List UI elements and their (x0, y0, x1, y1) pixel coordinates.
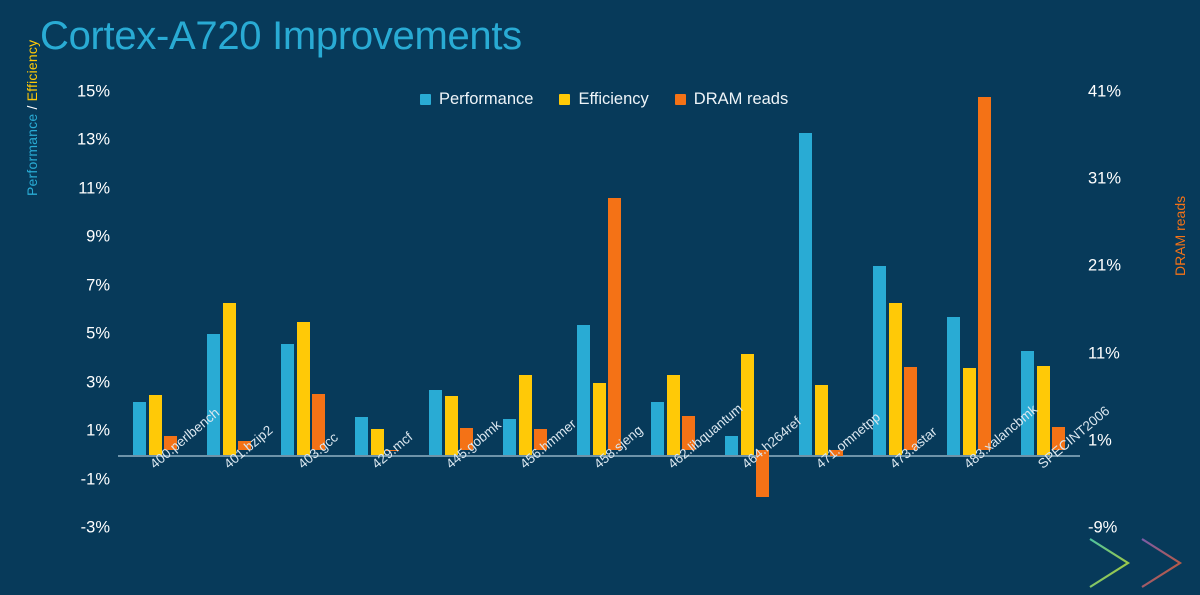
legend-item-performance[interactable]: Performance (420, 90, 533, 109)
right-axis-tick: 41% (1088, 82, 1122, 101)
bar-group (488, 92, 562, 528)
bar-efficiency[interactable] (740, 353, 754, 456)
bar-efficiency[interactable] (148, 394, 162, 456)
bar-group (266, 92, 340, 528)
bar-efficiency[interactable] (222, 302, 236, 456)
bar-dram-reads[interactable] (682, 416, 695, 450)
left-axis-title-efficiency: Efficiency (24, 39, 40, 102)
bar-efficiency[interactable] (666, 375, 680, 456)
bar-dram-reads[interactable] (164, 435, 177, 450)
left-axis-title-performance: Performance (24, 113, 40, 196)
bar-efficiency[interactable] (370, 428, 384, 456)
right-axis-tick: 31% (1088, 169, 1122, 188)
legend-swatch-dram-reads (674, 94, 686, 105)
bar-group (192, 92, 266, 528)
bar-group (784, 92, 858, 528)
bar-performance[interactable] (1021, 351, 1034, 456)
bar-group (562, 92, 636, 528)
bar-efficiency[interactable] (814, 385, 828, 456)
right-axis-title: DRAM reads (1172, 195, 1188, 276)
left-axis-title: Performance / Efficiency (24, 0, 40, 196)
bar-group (858, 92, 932, 528)
legend-swatch-efficiency (559, 94, 571, 105)
zero-baseline (118, 455, 1080, 457)
left-axis-tick: 13% (76, 130, 110, 149)
left-axis-tick: 11% (78, 179, 110, 198)
bar-efficiency[interactable] (1036, 365, 1050, 456)
left-axis-tick: 5% (86, 324, 110, 343)
bar-group (1006, 92, 1080, 528)
left-axis-tick: -1% (80, 470, 110, 489)
left-axis-tick: -3% (80, 518, 110, 537)
bar-performance[interactable] (651, 402, 664, 456)
bar-group (636, 92, 710, 528)
bar-performance[interactable] (799, 133, 812, 456)
bar-efficiency[interactable] (444, 395, 458, 456)
bar-performance[interactable] (577, 324, 590, 456)
bar-dram-reads[interactable] (1052, 426, 1065, 450)
legend-item-dram-reads[interactable]: DRAM reads (674, 90, 789, 109)
bar-group (932, 92, 1006, 528)
left-axis-title-separator: / (24, 101, 40, 114)
right-axis-ticks: 41% 31% 21% 11% 1% -9% (1088, 83, 1148, 537)
bar-dram-reads[interactable] (386, 449, 399, 451)
legend-swatch-performance (420, 94, 431, 105)
right-axis-tick: -9% (1088, 518, 1118, 537)
bar-efficiency[interactable] (888, 302, 902, 456)
right-axis-tick: 11% (1088, 344, 1120, 363)
bar-performance[interactable] (429, 389, 442, 456)
left-axis-tick: 3% (86, 373, 110, 392)
bar-dram-reads[interactable] (312, 393, 325, 450)
bar-dram-reads[interactable] (460, 427, 473, 450)
right-axis-tick: 1% (1088, 431, 1112, 450)
bar-dram-reads[interactable] (608, 198, 621, 450)
bar-performance[interactable] (873, 266, 886, 456)
bar-dram-reads[interactable] (756, 449, 769, 497)
left-axis-tick: 7% (86, 276, 110, 295)
left-axis-tick: 15% (76, 82, 110, 101)
legend-label-efficiency: Efficiency (578, 90, 649, 108)
bar-efficiency[interactable] (296, 322, 310, 456)
bar-dram-reads[interactable] (904, 366, 917, 450)
bar-performance[interactable] (725, 435, 738, 456)
right-axis-tick: 21% (1088, 256, 1122, 275)
left-axis-tick: 1% (86, 421, 110, 440)
page-title: Cortex-A720 Improvements (40, 14, 522, 58)
chevron-decoration-icon (1089, 538, 1183, 588)
bar-dram-reads[interactable] (534, 429, 547, 450)
bar-dram-reads[interactable] (238, 440, 251, 450)
legend-item-efficiency[interactable]: Efficiency (559, 90, 649, 109)
bar-performance[interactable] (207, 334, 220, 456)
bar-performance[interactable] (281, 343, 294, 456)
left-axis-ticks: 15% 13% 11% 9% 7% 5% 3% 1% -1% -3% (58, 83, 110, 537)
bar-performance[interactable] (133, 402, 146, 456)
bar-dram-reads[interactable] (830, 449, 843, 457)
bar-performance[interactable] (947, 317, 960, 456)
bar-efficiency[interactable] (592, 382, 606, 456)
bar-performance[interactable] (355, 416, 368, 456)
bar-efficiency[interactable] (518, 375, 532, 456)
bar-efficiency[interactable] (962, 368, 976, 456)
legend-label-dram-reads: DRAM reads (693, 90, 789, 108)
chart-legend: Performance Efficiency DRAM reads (420, 90, 788, 109)
bar-dram-reads[interactable] (978, 97, 991, 450)
bar-group (118, 92, 192, 528)
bar-group (710, 92, 784, 528)
left-axis-tick: 9% (86, 227, 110, 246)
bar-performance[interactable] (503, 419, 516, 456)
chart-plot-area (118, 92, 1080, 528)
x-axis-labels: 400.perlbench 401.bzip2 403.gcc 429.mcf 445.… (118, 401, 1112, 560)
bar-group (340, 92, 414, 528)
legend-label-performance: Performance (439, 90, 534, 108)
bar-group (414, 92, 488, 528)
